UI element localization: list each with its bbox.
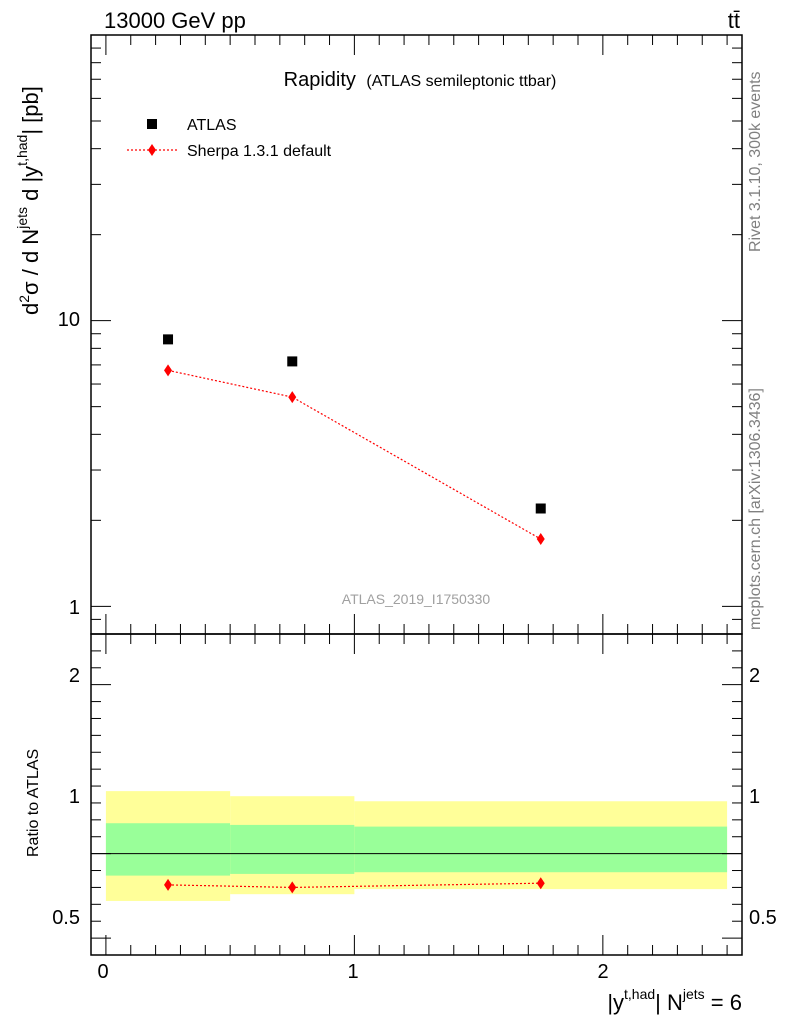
ratio-ytick-label-0.5-left: 0.5 [52,907,80,929]
ratio-band-inner [230,824,355,874]
sherpa-point [288,391,297,404]
atlas-point [163,334,174,345]
main-ytick-label-10: 10 [58,309,80,331]
sherpa-point [164,364,173,377]
ratio-ytick-label-2-left: 2 [69,665,80,687]
ratio-plot-frame [90,633,743,956]
ratio-sherpa-point [164,878,173,891]
atlas-point [287,356,298,367]
main-axis-ticks [91,35,742,635]
ratio-y-axis-label: Ratio to ATLAS [25,749,42,857]
main-y-axis-label: d2σ / d Njets d |yt,had| [pb] [14,86,43,315]
source-label: mcplots.cern.ch [arXiv:1306.3436] [747,388,764,630]
process-label: tt̄ [728,8,740,33]
plot-title-sub: (ATLAS semileptonic ttbar) [366,73,556,90]
sherpa-point [536,533,545,546]
legend-atlas-label: ATLAS [187,117,237,134]
energy-label: 13000 GeV pp [104,8,246,33]
sherpa-line [167,369,542,540]
main-ytick-label-1: 1 [69,597,80,619]
ratio-band-inner [105,823,231,876]
ratio-uncertainty-bands [105,791,728,901]
ratio-sherpa-point [536,877,545,890]
x-axis-label: |yt,had| Njets = 6 [607,986,742,1015]
xtick-label-1: 1 [347,961,358,983]
xtick-label-2: 2 [597,961,608,983]
rivet-version-label: Rivet 3.1.10, 300k events [747,71,764,252]
ratio-axis-ticks [91,633,742,956]
ratio-ytick-label-2-right: 2 [749,665,760,687]
xtick-label-0: 0 [97,961,108,983]
legend-atlas-marker [147,119,157,129]
legend-sherpa-label: Sherpa 1.3.1 default [187,143,332,160]
main-plot-marks [163,334,546,546]
legend-sherpa-marker [148,144,156,156]
ratio-ytick-label-1-left: 1 [69,786,80,808]
analysis-watermark: ATLAS_2019_I1750330 [342,591,491,607]
ratio-ytick-label-1-right: 1 [749,786,760,808]
plot-title: Rapidity (ATLAS semileptonic ttbar) [284,69,557,91]
atlas-point [535,503,546,514]
ratio-plot-marks [164,877,545,894]
ratio-band-inner [354,826,728,873]
ratio-sherpa-point [288,881,297,894]
legend: ATLAS Sherpa 1.3.1 default [127,117,332,160]
ratio-ytick-label-0.5-right: 0.5 [749,907,777,929]
plot-title-main: Rapidity [284,69,356,91]
